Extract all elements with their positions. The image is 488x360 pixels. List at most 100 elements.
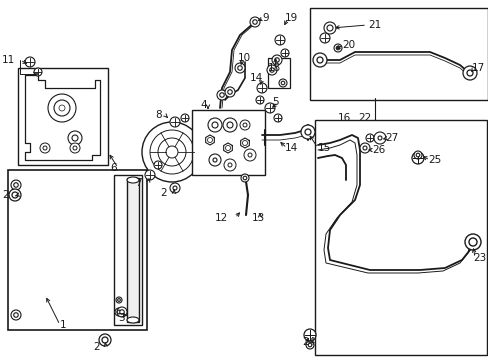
Text: 20: 20 [341, 40, 354, 50]
Circle shape [411, 152, 423, 164]
Circle shape [365, 134, 373, 142]
Circle shape [145, 170, 155, 180]
Circle shape [223, 118, 237, 132]
Circle shape [99, 334, 111, 346]
Circle shape [324, 22, 335, 34]
Text: 17: 17 [471, 63, 484, 73]
Circle shape [256, 96, 264, 104]
Circle shape [274, 58, 279, 62]
Circle shape [25, 57, 35, 67]
Circle shape [264, 103, 274, 113]
Text: 23: 23 [472, 253, 485, 263]
Text: 22: 22 [357, 113, 370, 123]
Bar [114, 175, 142, 325]
Circle shape [307, 343, 311, 347]
Circle shape [305, 341, 313, 349]
Circle shape [273, 114, 282, 122]
Text: 9: 9 [262, 13, 268, 23]
Circle shape [312, 53, 326, 67]
Text: 27: 27 [384, 133, 397, 143]
Circle shape [224, 159, 236, 171]
Bar [267, 58, 289, 88]
Circle shape [235, 63, 244, 73]
Text: 19: 19 [285, 13, 298, 23]
Bar [18, 68, 108, 165]
Circle shape [117, 307, 127, 317]
Circle shape [102, 337, 108, 343]
Circle shape [316, 57, 323, 63]
Bar [192, 110, 264, 175]
Circle shape [373, 132, 385, 144]
Bar [127, 178, 139, 322]
Circle shape [14, 183, 18, 187]
Circle shape [115, 308, 123, 316]
Circle shape [73, 146, 77, 150]
Circle shape [11, 310, 21, 320]
Text: 2: 2 [93, 342, 100, 352]
Circle shape [249, 17, 260, 27]
Text: 26: 26 [371, 145, 385, 155]
Text: 15: 15 [317, 143, 330, 153]
Circle shape [34, 68, 42, 76]
Text: 25: 25 [427, 155, 440, 165]
Circle shape [68, 131, 82, 145]
Circle shape [269, 68, 274, 72]
Circle shape [247, 153, 251, 157]
Circle shape [14, 313, 18, 317]
Circle shape [59, 105, 65, 111]
Circle shape [40, 143, 50, 153]
Circle shape [224, 87, 235, 97]
Text: 21: 21 [367, 20, 381, 30]
Circle shape [43, 146, 47, 150]
Text: 1: 1 [60, 320, 66, 330]
Text: 10: 10 [238, 53, 251, 63]
Circle shape [244, 149, 256, 161]
Circle shape [54, 100, 70, 116]
Circle shape [319, 33, 329, 43]
Circle shape [266, 65, 276, 75]
Circle shape [170, 117, 180, 127]
Circle shape [304, 329, 315, 341]
Circle shape [9, 189, 21, 201]
Circle shape [281, 49, 288, 57]
Circle shape [274, 35, 285, 45]
Circle shape [257, 83, 266, 93]
Ellipse shape [127, 177, 139, 183]
Circle shape [181, 114, 189, 122]
Circle shape [301, 125, 314, 139]
Circle shape [359, 143, 369, 153]
Text: 5: 5 [271, 97, 278, 107]
Circle shape [12, 192, 18, 198]
Circle shape [173, 186, 177, 190]
Bar [314, 120, 486, 355]
Circle shape [241, 174, 248, 182]
Circle shape [252, 20, 257, 24]
Circle shape [150, 130, 194, 174]
Circle shape [170, 183, 180, 193]
Text: 14: 14 [285, 143, 298, 153]
Circle shape [117, 310, 121, 314]
Text: 6: 6 [110, 163, 116, 173]
Circle shape [237, 66, 242, 70]
Text: 3: 3 [118, 313, 124, 323]
Circle shape [466, 70, 472, 76]
Circle shape [305, 129, 310, 135]
Circle shape [242, 140, 247, 145]
Circle shape [362, 146, 366, 150]
Circle shape [48, 94, 76, 122]
Circle shape [464, 234, 480, 250]
Circle shape [243, 176, 246, 180]
Bar [309, 8, 487, 100]
Circle shape [462, 66, 476, 80]
Circle shape [116, 297, 122, 303]
Text: 18: 18 [267, 63, 281, 73]
Text: 8: 8 [155, 110, 162, 120]
Circle shape [213, 158, 217, 162]
Text: 2: 2 [160, 188, 166, 198]
Bar [8, 170, 147, 330]
Text: 2: 2 [2, 190, 9, 200]
Circle shape [226, 122, 232, 128]
Circle shape [208, 154, 221, 166]
Circle shape [227, 163, 231, 167]
Circle shape [70, 143, 80, 153]
